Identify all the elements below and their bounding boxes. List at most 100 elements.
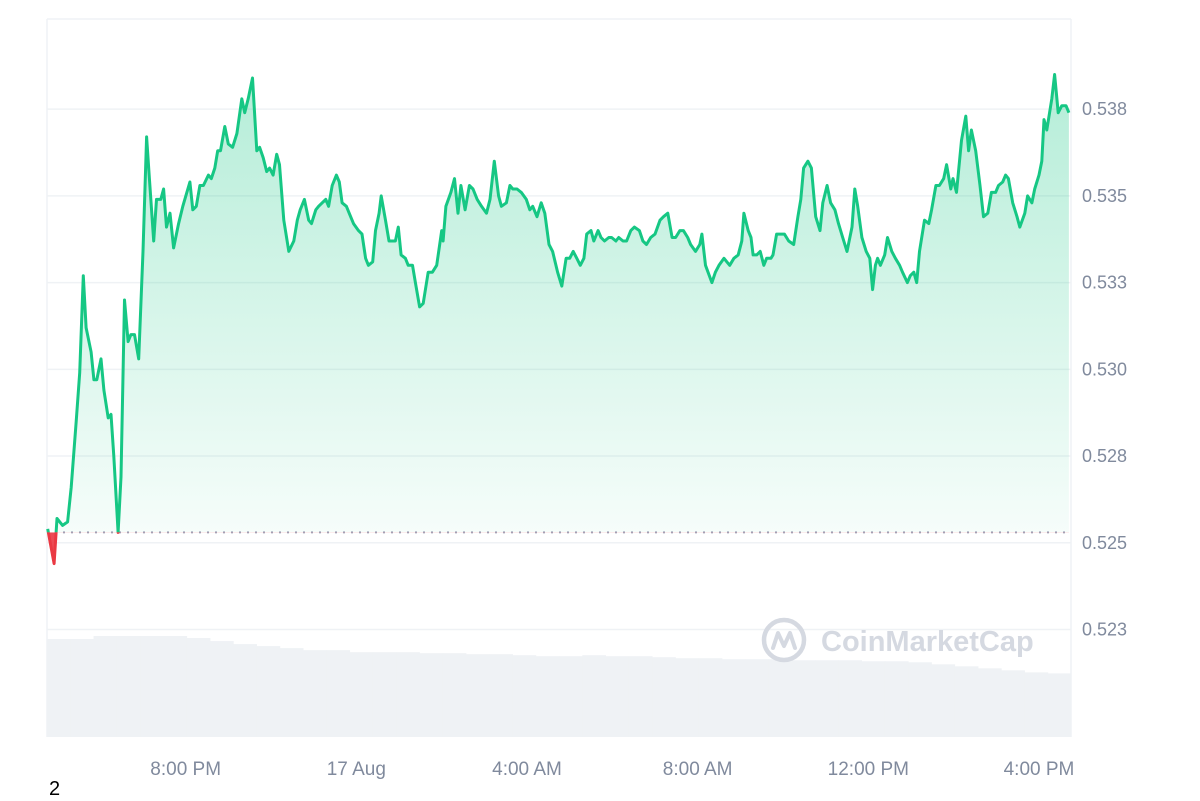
data-point	[629, 229, 632, 232]
data-point	[303, 198, 306, 201]
data-point	[814, 215, 817, 218]
volume-bar	[93, 636, 118, 737]
data-point	[1050, 97, 1053, 100]
data-point	[951, 177, 954, 180]
data-point	[990, 191, 993, 194]
data-point	[551, 250, 554, 253]
y-tick-label: 0.533	[1082, 273, 1127, 293]
data-point	[792, 243, 795, 246]
data-point	[625, 239, 628, 242]
data-point	[511, 187, 514, 190]
data-point	[66, 520, 69, 523]
data-point	[942, 177, 945, 180]
data-point	[752, 253, 755, 256]
data-point	[575, 257, 578, 260]
data-point	[287, 250, 290, 253]
data-point	[810, 167, 813, 170]
data-point	[649, 236, 652, 239]
data-point	[476, 198, 479, 201]
data-point	[883, 253, 886, 256]
data-point	[442, 239, 445, 242]
data-point	[100, 357, 103, 360]
data-point	[912, 271, 915, 274]
data-point	[725, 260, 728, 263]
data-point	[400, 253, 403, 256]
data-point	[923, 219, 926, 222]
data-point	[982, 215, 985, 218]
data-point	[338, 181, 341, 184]
data-point	[191, 208, 194, 211]
data-point	[247, 97, 250, 100]
data-point	[1004, 174, 1007, 177]
data-point	[775, 233, 778, 236]
data-point	[390, 239, 393, 242]
volume-bar	[372, 652, 397, 737]
data-point	[898, 264, 901, 267]
data-point	[207, 174, 210, 177]
volume-bar	[489, 654, 513, 737]
watermark-logo: CoinMarketCap	[761, 617, 1034, 663]
price-area-fill	[47, 74, 1069, 533]
data-point	[787, 239, 790, 242]
data-point	[1067, 111, 1070, 114]
data-point	[258, 146, 261, 149]
data-point	[876, 257, 879, 260]
data-point	[282, 219, 285, 222]
data-point	[129, 333, 132, 336]
data-point	[543, 212, 546, 215]
volume-bar	[163, 636, 188, 737]
data-point	[909, 274, 912, 277]
data-point	[714, 271, 717, 274]
data-point	[123, 298, 126, 301]
y-tick-label: 0.525	[1082, 533, 1127, 553]
data-point	[610, 236, 613, 239]
x-tick-label: 4:00 AM	[492, 759, 562, 780]
volume-bar	[465, 654, 490, 737]
data-point	[459, 184, 462, 187]
data-point	[407, 264, 410, 267]
data-point	[516, 187, 519, 190]
data-point	[449, 191, 452, 194]
data-point	[162, 187, 165, 190]
data-point	[216, 149, 219, 152]
data-point	[821, 201, 824, 204]
volume-bar	[140, 636, 164, 737]
corner-label: 2	[49, 778, 61, 800]
data-point	[165, 226, 168, 229]
data-point	[341, 201, 344, 204]
data-point	[850, 226, 853, 229]
data-point	[240, 97, 243, 100]
volume-bar	[977, 668, 1002, 737]
data-point	[934, 184, 937, 187]
data-point	[453, 177, 456, 180]
data-point	[737, 253, 740, 256]
data-point	[528, 208, 531, 211]
data-point	[345, 205, 348, 208]
data-point	[915, 281, 918, 284]
data-point	[846, 250, 849, 253]
data-point	[397, 226, 400, 229]
data-point	[172, 246, 175, 249]
data-point	[1038, 174, 1041, 177]
data-point	[818, 229, 821, 232]
data-point	[198, 184, 201, 187]
data-point	[638, 229, 641, 232]
data-point	[255, 149, 258, 152]
data-point	[1023, 212, 1026, 215]
data-point	[868, 257, 871, 260]
data-point	[78, 371, 81, 374]
data-point	[654, 233, 657, 236]
data-point	[1065, 104, 1068, 107]
data-point	[82, 274, 85, 277]
volume-bar	[303, 650, 327, 737]
data-point	[1018, 226, 1021, 229]
data-point	[918, 250, 921, 253]
data-point	[674, 236, 677, 239]
data-point	[572, 250, 575, 253]
data-point	[262, 156, 265, 159]
data-point	[949, 187, 952, 190]
data-point	[95, 378, 98, 381]
volume-bar	[652, 657, 676, 737]
data-point	[310, 222, 313, 225]
volume-bar	[791, 660, 816, 737]
